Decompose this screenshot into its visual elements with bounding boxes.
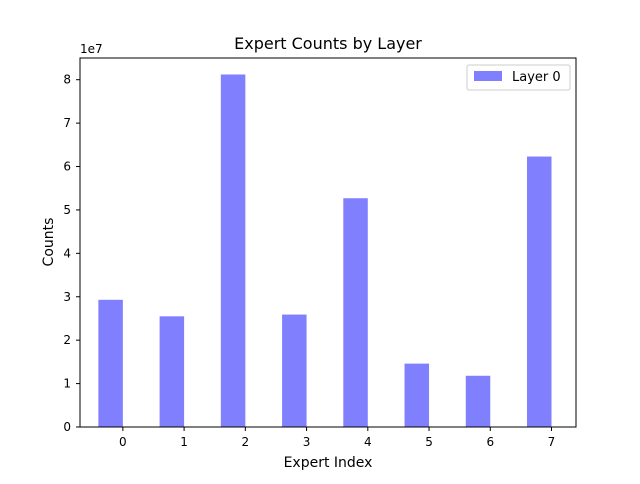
x-tick-label: 3: [303, 435, 311, 449]
bar-expert-5: [404, 363, 430, 427]
x-tick-label: 0: [119, 435, 127, 449]
bar-expert-7: [527, 156, 552, 427]
y-tick-label: 8: [63, 73, 71, 87]
x-axis-label: Expert Index: [284, 455, 373, 471]
legend: Layer 0: [466, 64, 571, 91]
chart-title: Expert Counts by Layer: [234, 34, 422, 53]
bar-expert-3: [282, 314, 307, 427]
legend-label: Layer 0: [512, 70, 561, 85]
bars-layer: [98, 74, 552, 428]
y-tick-label: 3: [63, 290, 71, 304]
y-tick-label: 2: [63, 333, 71, 347]
y-tick-label: 0: [63, 420, 71, 434]
y-axis-offset-label: 1e7: [80, 42, 103, 56]
plot-frame: [79, 57, 577, 428]
x-axis-ticks: 0 1 2 3 4 5 6 7: [119, 427, 555, 449]
y-tick-label: 7: [63, 116, 71, 130]
bar-expert-6: [465, 375, 491, 427]
x-tick-label: 5: [425, 435, 433, 449]
x-tick-label: 7: [548, 435, 556, 449]
y-tick-label: 5: [63, 203, 71, 217]
y-axis-label: Counts: [41, 218, 57, 267]
x-tick-label: 1: [180, 435, 188, 449]
legend-swatch: [474, 71, 502, 81]
x-tick-label: 2: [242, 435, 250, 449]
bar-expert-0: [98, 299, 123, 427]
x-tick-label: 6: [486, 435, 494, 449]
y-tick-label: 1: [63, 377, 71, 391]
bar-expert-2: [220, 74, 246, 428]
y-tick-label: 6: [63, 160, 71, 174]
bar-expert-4: [343, 198, 368, 427]
y-tick-label: 4: [63, 246, 71, 260]
x-tick-label: 4: [364, 435, 372, 449]
y-axis-ticks: 0 1 2 3 4 5 6 7 8: [63, 73, 80, 434]
bar-expert-1: [159, 316, 185, 427]
